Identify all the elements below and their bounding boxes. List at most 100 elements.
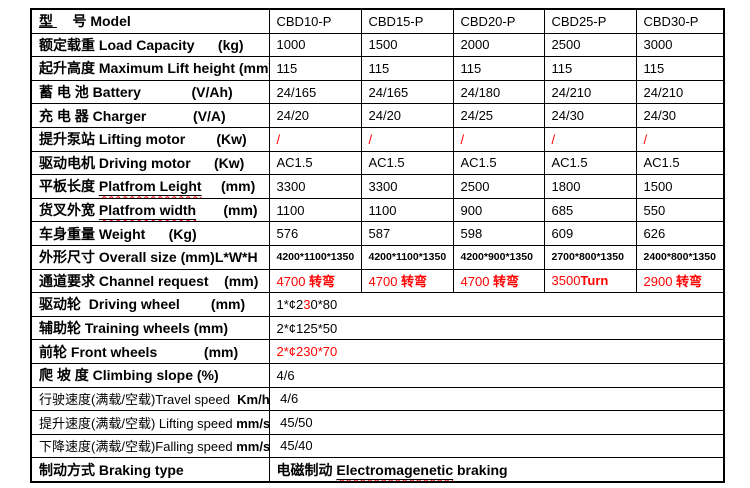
- value-cell-climbing-slope-span: 4/6: [268, 362, 725, 388]
- text-segment: 行驶速度(满载/空载)Travel speed: [39, 392, 238, 408]
- text-segment: 转弯: [309, 274, 336, 290]
- text-segment: 3500: [551, 273, 581, 289]
- value-cell-weight-2: 598: [452, 221, 545, 246]
- value-cell-travel-speed-span: 4/6: [268, 386, 725, 412]
- text-segment: (mm): [196, 202, 258, 219]
- text-segment: 45/50: [276, 414, 313, 430]
- value-cell-load-capacity-0: 1000: [268, 32, 362, 58]
- text-segment: 2500: [551, 37, 581, 53]
- text-segment: 609: [551, 226, 574, 242]
- spec-table-body: 型 号 Model CBD10-P CBD15-P CBD20-P CBD25-P CBD…: [30, 8, 725, 483]
- table-row-load-capacity: 额定载重 Load Capacity (kg) 1000 1500 2000 2500 3…: [30, 32, 725, 58]
- value-cell-model-3: CBD25-P: [543, 8, 637, 34]
- text-segment: 24/165: [368, 84, 409, 100]
- text-segment: Model: [90, 13, 131, 30]
- value-cell-platform-width-4: 550: [635, 197, 725, 223]
- value-cell-driving-motor-4: AC1.5: [635, 150, 725, 176]
- value-cell-model-0: CBD10-P: [268, 8, 362, 34]
- text-segment: CBD15-P: [368, 13, 424, 29]
- value-cell-training-wheels-span: 2*¢125*50: [268, 315, 725, 341]
- text-segment: 115: [551, 60, 573, 76]
- row-label-model: 型 号 Model: [30, 8, 270, 34]
- text-segment: 115: [368, 60, 390, 76]
- text-segment-misspelled: Platfrom Leight: [99, 178, 202, 194]
- text-segment: 24/30: [551, 108, 585, 124]
- value-cell-battery-4: 24/210: [635, 79, 725, 105]
- value-cell-channel-request-4: 2900 转弯: [635, 268, 725, 294]
- value-cell-driving-motor-1: AC1.5: [360, 150, 454, 176]
- text-segment: 4200*1100*1350: [276, 251, 355, 264]
- table-row-falling-speed: 下降速度(满载/空载)Falling speed mm/s 45/40: [30, 433, 725, 459]
- row-label-load-capacity: 额定载重 Load Capacity (kg): [30, 32, 270, 58]
- text-segment: 1000: [276, 37, 306, 53]
- table-row-training-wheels: 辅助轮 Training wheels (mm) 2*¢125*50: [30, 315, 725, 341]
- text-segment: 2900: [643, 274, 677, 290]
- text-segment: 3: [303, 296, 311, 312]
- table-row-max-lift-height: 起升高度 Maximum Lift height (mm) 115 115 115 11…: [30, 56, 725, 81]
- value-cell-load-capacity-1: 1500: [360, 32, 454, 58]
- value-cell-lifting-motor-1: /: [360, 126, 454, 152]
- table-row-travel-speed: 行驶速度(满载/空载)Travel speed Km/h 4/6: [30, 386, 725, 412]
- value-cell-max-lift-height-1: 115: [360, 56, 454, 81]
- value-cell-overall-size-3: 2700*800*1350: [543, 244, 637, 270]
- value-cell-charger-1: 24/20: [360, 103, 454, 128]
- value-cell-overall-size-4: 2400*800*1350: [635, 244, 725, 270]
- row-label-charger: 充 电 器 Charger (V/A): [30, 103, 270, 128]
- text-segment: 转弯: [676, 274, 703, 290]
- text-segment: Electromagenetic: [336, 461, 454, 478]
- text-segment: Km/h: [237, 392, 269, 408]
- value-cell-platform-width-3: 685: [543, 197, 637, 223]
- text-segment: 1100: [368, 202, 397, 218]
- table-row-platform-width: 货叉外宽 Platfrom width (mm) 1100 1100 900 685 55…: [30, 197, 725, 223]
- text-segment: 型: [39, 13, 57, 30]
- value-cell-weight-4: 626: [635, 221, 725, 246]
- text-segment: 115: [276, 60, 298, 76]
- text-segment: 626: [643, 226, 666, 242]
- text-segment: 550: [643, 202, 666, 218]
- text-segment: 下降速度(满载/空载)Falling speed: [39, 439, 237, 455]
- value-cell-battery-1: 24/165: [360, 79, 454, 105]
- table-row-lifting-motor: 提升泵站 Lifting motor (Kw) / / / / /: [30, 126, 725, 152]
- text-segment: 外形尺寸 Overall size (mm)L*W*H: [39, 249, 258, 266]
- text-segment: 24/20: [368, 108, 402, 124]
- text-segment: 24/20: [276, 108, 310, 124]
- value-cell-front-wheels-span: 2*¢230*70: [268, 339, 725, 364]
- text-segment: 起升高度 Maximum Lift height (mm): [39, 60, 269, 77]
- value-cell-charger-2: 24/25: [452, 103, 545, 128]
- table-row-battery: 蓄 电 池 Battery (V/Ah) 24/165 24/165 24/180 24…: [30, 79, 725, 105]
- text-segment: 24/30: [643, 108, 677, 124]
- text-segment: AC1.5: [276, 155, 313, 171]
- table-row-braking-type: 制动方式 Braking type 电磁制动 Electromagenetic b…: [30, 457, 725, 483]
- text-segment-misspelled: Platfrom width: [99, 202, 196, 218]
- text-segment: AC1.5: [643, 155, 680, 171]
- text-segment: 1500: [643, 178, 673, 194]
- table-row-platform-length: 平板长度 Platfrom Leight (mm) 3300 3300 2500 180…: [30, 174, 725, 199]
- value-cell-weight-3: 609: [543, 221, 637, 246]
- text-segment: 2400*800*1350: [643, 251, 716, 264]
- text-segment: 598: [460, 226, 483, 242]
- text-segment: CBD25-P: [551, 13, 607, 29]
- text-segment: 辅助轮 Training wheels (mm): [39, 320, 229, 337]
- text-segment: CBD30-P: [643, 13, 699, 29]
- text-segment: 4200*1100*1350: [368, 251, 447, 264]
- row-label-braking-type: 制动方式 Braking type: [30, 457, 270, 483]
- value-cell-load-capacity-2: 2000: [452, 32, 545, 58]
- text-segment: 驱动电机 Driving motor (Kw): [39, 154, 245, 171]
- row-label-training-wheels: 辅助轮 Training wheels (mm): [30, 315, 270, 341]
- row-label-battery: 蓄 电 池 Battery (V/Ah): [30, 79, 270, 105]
- spec-table: 型 号 Model CBD10-P CBD15-P CBD20-P CBD25-P CBD…: [30, 8, 725, 483]
- text-segment: Platfrom width: [98, 202, 197, 219]
- text-segment: 576: [276, 226, 299, 242]
- value-cell-charger-3: 24/30: [543, 103, 637, 128]
- text-segment: 爬 坡 度 Climbing slope (%): [39, 367, 219, 384]
- text-segment: /: [551, 131, 556, 147]
- value-cell-channel-request-2: 4700 转弯: [452, 268, 545, 294]
- text-segment: AC1.5: [460, 155, 497, 171]
- value-cell-platform-width-1: 1100: [360, 197, 454, 223]
- text-segment: 电磁制动: [276, 461, 337, 478]
- text-segment: 驱动轮 Driving wheel (mm): [39, 296, 246, 313]
- text-segment: braking: [453, 461, 508, 478]
- text-segment: 蓄 电 池 Battery (V/Ah): [39, 84, 233, 101]
- value-cell-model-1: CBD15-P: [360, 8, 454, 34]
- text-segment: 4700: [276, 274, 310, 290]
